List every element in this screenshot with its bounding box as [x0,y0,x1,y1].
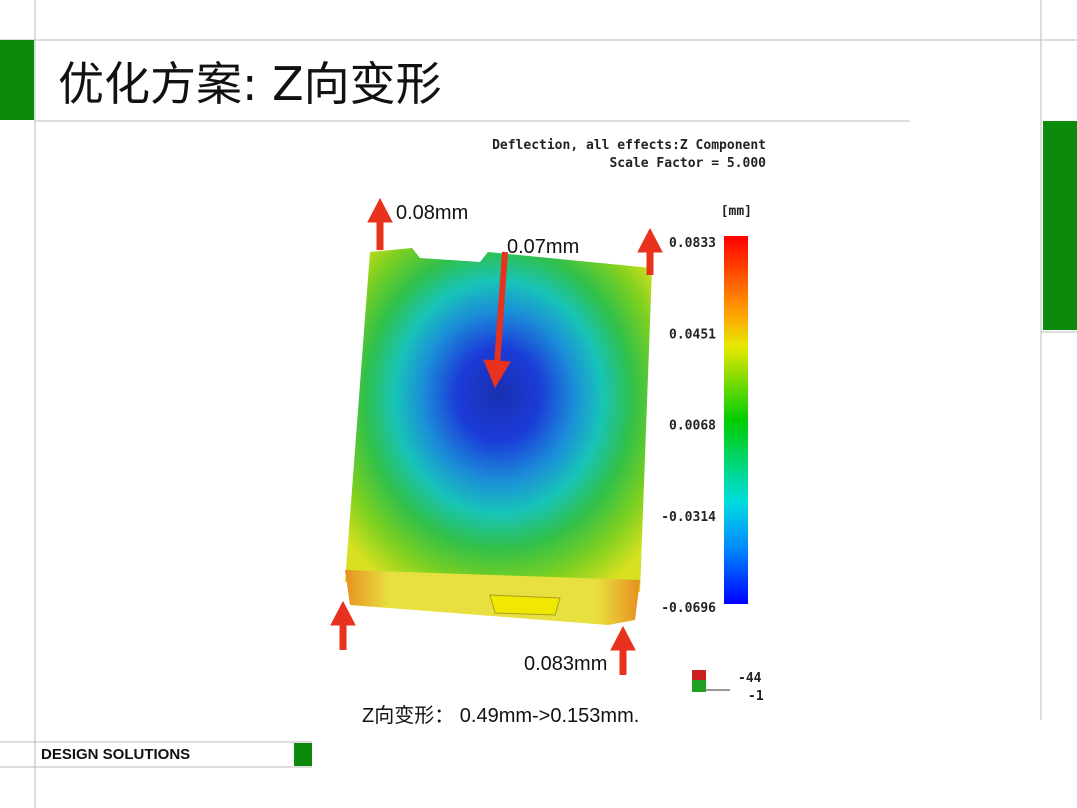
caption: Z向变形： 0.49mm->0.153mm. [362,704,639,727]
triad-label: -1 [748,689,764,704]
legend-label: -0.0696 [661,601,716,616]
footer-text: DESIGN SOLUTIONS [41,746,190,763]
plot-header: Deflection, all effects:Z Component [492,138,766,153]
triad [692,680,706,692]
legend-unit: [mm] [721,204,752,219]
legend-label: 0.0068 [669,419,716,434]
accent-block [1043,121,1077,330]
plot-header: Scale Factor = 5.000 [609,156,766,171]
triad [692,670,706,680]
color-bar [724,236,748,604]
annotation: 0.083mm [524,653,607,675]
deformed-part [345,248,652,592]
legend-label: 0.0451 [669,327,716,342]
arrows [330,197,663,675]
legend-label: 0.0833 [669,236,716,251]
slide-title: 优化方案: Z向变形 [58,57,442,111]
annotation: 0.07mm [507,236,579,258]
legend-label: -0.0314 [661,510,716,525]
footer-block [294,743,312,766]
triad-label: -44 [738,671,762,686]
part-detail [489,594,561,616]
accent-block [0,40,34,120]
annotation: 0.08mm [396,202,468,224]
